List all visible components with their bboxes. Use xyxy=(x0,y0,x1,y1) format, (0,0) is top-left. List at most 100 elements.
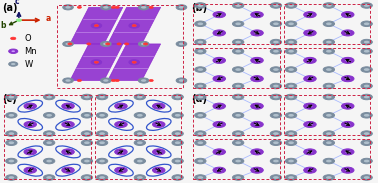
Text: c: c xyxy=(15,0,20,6)
Circle shape xyxy=(62,167,74,173)
Circle shape xyxy=(195,113,206,118)
Text: a: a xyxy=(45,14,51,23)
Circle shape xyxy=(232,67,244,72)
Circle shape xyxy=(156,123,161,126)
Circle shape xyxy=(288,160,294,163)
Circle shape xyxy=(270,3,282,8)
Circle shape xyxy=(43,131,55,136)
Circle shape xyxy=(6,131,17,136)
Bar xyxy=(193,4,280,44)
Circle shape xyxy=(175,176,181,179)
Circle shape xyxy=(43,113,55,118)
Circle shape xyxy=(251,103,263,109)
Circle shape xyxy=(232,83,244,89)
Circle shape xyxy=(62,122,74,127)
Circle shape xyxy=(197,41,203,44)
Circle shape xyxy=(103,43,108,45)
Circle shape xyxy=(179,79,184,82)
Circle shape xyxy=(103,79,108,82)
Circle shape xyxy=(99,114,105,117)
Circle shape xyxy=(304,122,316,127)
Circle shape xyxy=(94,61,99,63)
Circle shape xyxy=(65,6,71,9)
Circle shape xyxy=(364,160,369,163)
Circle shape xyxy=(195,94,206,100)
Circle shape xyxy=(323,3,335,8)
Circle shape xyxy=(81,131,93,136)
Circle shape xyxy=(43,158,55,164)
Circle shape xyxy=(65,123,71,126)
Circle shape xyxy=(232,131,244,136)
Circle shape xyxy=(63,78,73,83)
Circle shape xyxy=(77,6,82,8)
Circle shape xyxy=(179,43,184,45)
Circle shape xyxy=(361,131,372,136)
Circle shape xyxy=(235,50,241,53)
Circle shape xyxy=(361,21,372,27)
Circle shape xyxy=(304,149,316,155)
Circle shape xyxy=(172,131,183,136)
Circle shape xyxy=(217,123,222,126)
Bar xyxy=(57,5,183,88)
Circle shape xyxy=(323,158,335,164)
Circle shape xyxy=(43,175,55,180)
Circle shape xyxy=(11,50,15,52)
Circle shape xyxy=(138,41,149,46)
Circle shape xyxy=(270,131,282,136)
Circle shape xyxy=(345,77,350,80)
Circle shape xyxy=(77,79,82,82)
Circle shape xyxy=(91,23,102,28)
Circle shape xyxy=(288,23,294,25)
Circle shape xyxy=(115,103,127,109)
Circle shape xyxy=(213,57,225,63)
Circle shape xyxy=(46,96,52,98)
Circle shape xyxy=(118,151,124,153)
Circle shape xyxy=(118,105,124,107)
Circle shape xyxy=(91,60,102,65)
Circle shape xyxy=(176,5,187,10)
Circle shape xyxy=(197,141,203,144)
Circle shape xyxy=(364,23,369,25)
Circle shape xyxy=(341,57,354,63)
Bar xyxy=(4,139,91,179)
Circle shape xyxy=(197,176,203,179)
Circle shape xyxy=(235,176,241,179)
Circle shape xyxy=(132,61,136,63)
Circle shape xyxy=(304,12,316,18)
Circle shape xyxy=(195,83,206,89)
Circle shape xyxy=(101,41,111,46)
Circle shape xyxy=(87,43,91,45)
Circle shape xyxy=(217,32,222,34)
Circle shape xyxy=(361,113,372,118)
Circle shape xyxy=(288,50,294,53)
Circle shape xyxy=(361,67,372,72)
Circle shape xyxy=(99,176,105,179)
Circle shape xyxy=(62,149,74,155)
Circle shape xyxy=(172,113,183,118)
Circle shape xyxy=(288,141,294,144)
Circle shape xyxy=(8,160,14,163)
Circle shape xyxy=(361,3,372,8)
Circle shape xyxy=(96,158,108,164)
Circle shape xyxy=(96,140,108,145)
Circle shape xyxy=(9,49,18,53)
Circle shape xyxy=(270,67,282,72)
Circle shape xyxy=(285,131,297,136)
Circle shape xyxy=(81,94,93,100)
Text: (d): (d) xyxy=(191,94,207,104)
Circle shape xyxy=(197,114,203,117)
Circle shape xyxy=(361,140,372,145)
Circle shape xyxy=(232,140,244,145)
Circle shape xyxy=(94,61,98,63)
Circle shape xyxy=(288,85,294,87)
Polygon shape xyxy=(108,7,161,44)
Circle shape xyxy=(46,141,52,144)
Circle shape xyxy=(11,63,15,65)
Circle shape xyxy=(152,167,165,173)
Circle shape xyxy=(326,114,332,117)
Circle shape xyxy=(232,21,244,27)
Circle shape xyxy=(115,149,127,155)
Circle shape xyxy=(141,79,146,82)
Circle shape xyxy=(326,160,332,163)
Circle shape xyxy=(217,169,222,171)
